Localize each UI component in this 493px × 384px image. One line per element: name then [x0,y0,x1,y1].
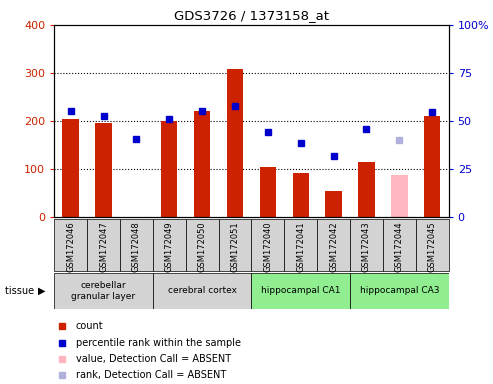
Bar [186,219,218,271]
Text: GSM172044: GSM172044 [395,222,404,272]
Text: hippocampal CA3: hippocampal CA3 [359,286,439,295]
Bar [391,175,408,217]
Title: GDS3726 / 1373158_at: GDS3726 / 1373158_at [174,9,329,22]
Text: GSM172043: GSM172043 [362,222,371,272]
Text: GSM172049: GSM172049 [165,222,174,272]
Text: cerebral cortex: cerebral cortex [168,286,237,295]
Bar [251,219,284,271]
Bar [120,219,153,271]
Bar [358,162,375,217]
Text: rank, Detection Call = ABSENT: rank, Detection Call = ABSENT [76,371,226,381]
Text: value, Detection Call = ABSENT: value, Detection Call = ABSENT [76,354,231,364]
Bar [251,273,350,309]
Bar [153,273,251,309]
Bar [260,167,276,217]
Text: hippocampal CA1: hippocampal CA1 [261,286,341,295]
Text: GSM172045: GSM172045 [428,222,437,272]
Bar [153,219,186,271]
Bar [383,219,416,271]
Bar [317,219,350,271]
Text: GSM172040: GSM172040 [263,222,272,272]
Bar [292,173,309,217]
Bar [54,273,153,309]
Bar [350,273,449,309]
Bar [416,219,449,271]
Bar [284,219,317,271]
Text: GSM172046: GSM172046 [66,222,75,272]
Bar [87,219,120,271]
Text: cerebellar
granular layer: cerebellar granular layer [71,281,136,301]
Text: GSM172047: GSM172047 [99,222,108,272]
Bar [227,69,243,217]
Text: GSM172050: GSM172050 [198,222,207,272]
Bar [95,123,112,217]
Text: tissue: tissue [5,286,37,296]
Text: count: count [76,321,104,331]
Text: GSM172051: GSM172051 [231,222,240,272]
Text: ▶: ▶ [38,286,46,296]
Text: GSM172042: GSM172042 [329,222,338,272]
Bar [218,219,251,271]
Text: GSM172048: GSM172048 [132,222,141,272]
Bar [424,116,440,217]
Bar [161,121,177,217]
Bar [194,111,211,217]
Bar [54,219,87,271]
Text: percentile rank within the sample: percentile rank within the sample [76,338,241,348]
Bar [325,190,342,217]
Bar [63,119,79,217]
Bar [350,219,383,271]
Text: GSM172041: GSM172041 [296,222,305,272]
